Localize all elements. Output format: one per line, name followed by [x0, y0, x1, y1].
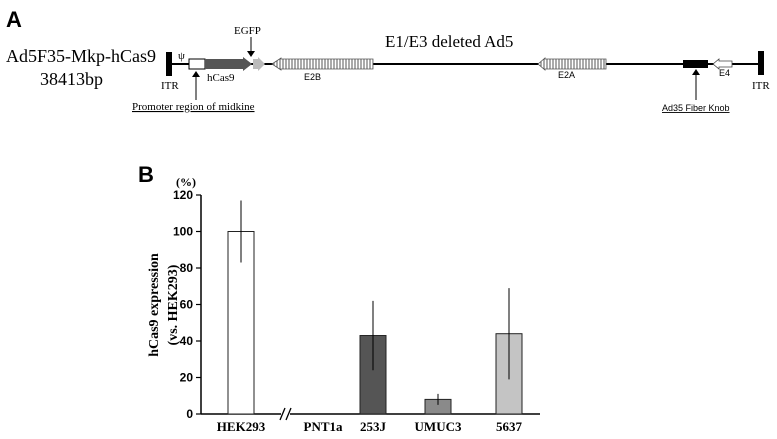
fiber-pointer-head	[692, 69, 700, 75]
itr-right-label: ITR	[752, 80, 770, 92]
y-tick-label-40: 40	[180, 334, 194, 348]
e4-arrow	[712, 58, 733, 70]
construct-size: 38413bp	[40, 69, 103, 89]
y-unit-label: (%)	[176, 175, 196, 189]
chart-labels: HEK293 PNT1a 253J UMUC3 5637	[217, 419, 523, 434]
y-tick-label-60: 60	[180, 298, 194, 312]
promoter-box	[188, 58, 206, 70]
hcas9-arrow	[205, 57, 252, 71]
chart-bars	[227, 200, 523, 415]
axis-break-mark-1	[279, 407, 286, 421]
y-axis-title-line2: (vs. HEK293)	[166, 264, 181, 345]
x-tick-label-UMUC3: UMUC3	[415, 419, 462, 434]
x-tick-label-HEK293: HEK293	[217, 419, 266, 434]
y-tick-label-80: 80	[180, 261, 194, 275]
y-tick-label-0: 0	[186, 407, 193, 421]
x-tick-label-5637: 5637	[496, 419, 523, 434]
panel-b-letter: B	[138, 162, 154, 187]
construct-name: Ad5F35-Mkp-hCas9	[6, 46, 156, 66]
egfp-label: EGFP	[234, 25, 261, 37]
e2b-label: E2B	[304, 72, 321, 82]
hcas9-label: hCas9	[207, 72, 235, 84]
fiber-knob-block	[683, 60, 708, 68]
e2a-arrow	[537, 57, 607, 71]
egfp-pointer-head	[247, 51, 255, 57]
itr-left-label: ITR	[161, 80, 179, 92]
itr-right-block	[758, 51, 764, 75]
panel-a-letter: A	[6, 7, 22, 32]
e2b-arrow	[271, 57, 374, 71]
axis-break-mark-2	[285, 407, 292, 421]
y-tick-label-20: 20	[180, 371, 194, 385]
fiber-label: Ad35 Fiber Knob	[662, 103, 730, 113]
y-axis-title: hCas9 expression (vs. HEK293)	[147, 253, 181, 357]
backbone-label: E1/E3 deleted Ad5	[385, 32, 513, 51]
e2a-label: E2A	[558, 70, 575, 80]
promoter-label: Promoter region of midkine	[132, 101, 255, 113]
e4-label: E4	[719, 68, 730, 78]
egfp-arrow	[253, 57, 265, 71]
x-tick-label-PNT1a: PNT1a	[304, 419, 344, 434]
promoter-pointer-head	[192, 71, 200, 77]
y-tick-label-120: 120	[173, 188, 193, 202]
y-axis-title-line1: hCas9 expression	[147, 253, 162, 357]
itr-left-block	[166, 52, 172, 76]
y-tick-label-100: 100	[173, 225, 193, 239]
psi-label: ψ	[178, 50, 185, 62]
x-tick-label-253J: 253J	[360, 419, 387, 434]
